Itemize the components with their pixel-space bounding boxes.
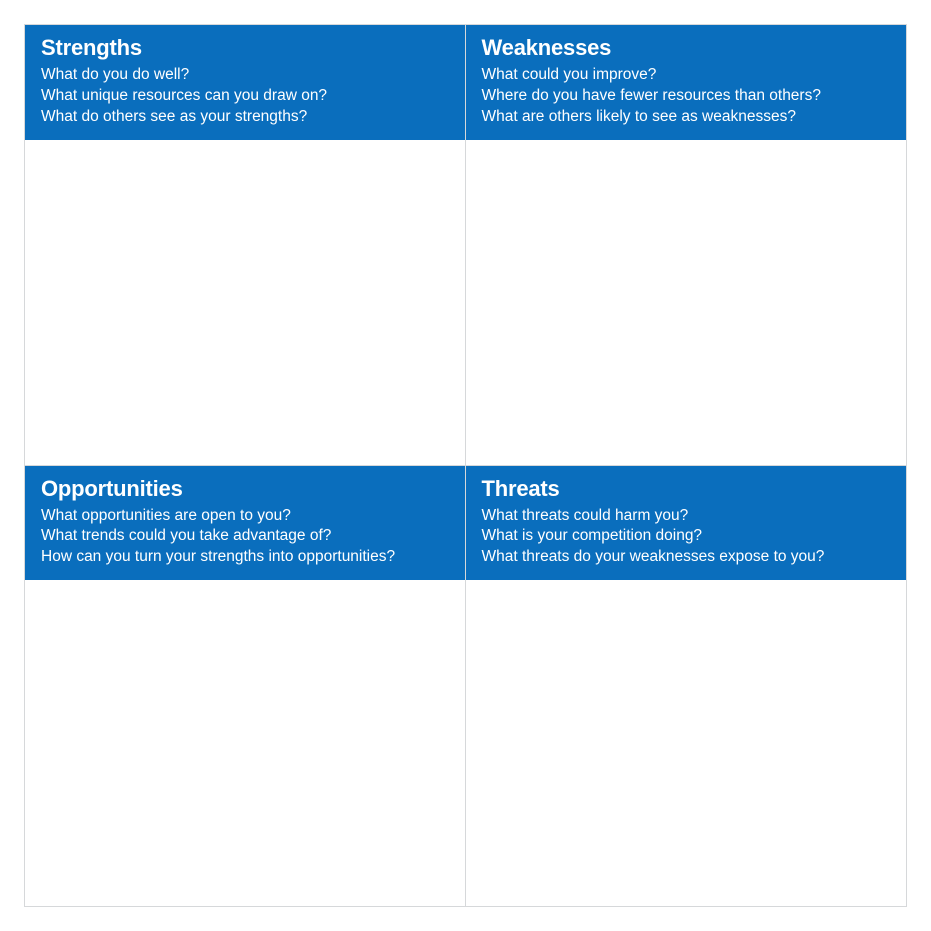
quadrant-weaknesses: Weaknesses What could you improve? Where… bbox=[466, 25, 907, 466]
quadrant-strengths: Strengths What do you do well? What uniq… bbox=[25, 25, 466, 466]
prompt-line: How can you turn your strengths into opp… bbox=[41, 547, 449, 568]
quadrant-title-threats: Threats bbox=[482, 476, 891, 502]
quadrant-prompts-threats: What threats could harm you? What is you… bbox=[482, 506, 891, 569]
quadrant-prompts-strengths: What do you do well? What unique resourc… bbox=[41, 65, 449, 128]
quadrant-body-opportunities[interactable] bbox=[25, 580, 465, 906]
prompt-line: Where do you have fewer resources than o… bbox=[482, 86, 891, 107]
quadrant-title-weaknesses: Weaknesses bbox=[482, 35, 891, 61]
quadrant-body-threats[interactable] bbox=[466, 580, 907, 906]
quadrant-prompts-opportunities: What opportunities are open to you? What… bbox=[41, 506, 449, 569]
quadrant-body-strengths[interactable] bbox=[25, 140, 465, 465]
quadrant-threats: Threats What threats could harm you? Wha… bbox=[466, 466, 907, 907]
quadrant-header-opportunities: Opportunities What opportunities are ope… bbox=[25, 466, 465, 581]
prompt-line: What trends could you take advantage of? bbox=[41, 526, 449, 547]
prompt-line: What threats could harm you? bbox=[482, 506, 891, 527]
quadrant-prompts-weaknesses: What could you improve? Where do you hav… bbox=[482, 65, 891, 128]
quadrant-header-weaknesses: Weaknesses What could you improve? Where… bbox=[466, 25, 907, 140]
prompt-line: What opportunities are open to you? bbox=[41, 506, 449, 527]
prompt-line: What do you do well? bbox=[41, 65, 449, 86]
prompt-line: What threats do your weaknesses expose t… bbox=[482, 547, 891, 568]
prompt-line: What are others likely to see as weaknes… bbox=[482, 107, 891, 128]
quadrant-opportunities: Opportunities What opportunities are ope… bbox=[25, 466, 466, 907]
prompt-line: What do others see as your strengths? bbox=[41, 107, 449, 128]
prompt-line: What is your competition doing? bbox=[482, 526, 891, 547]
quadrant-title-strengths: Strengths bbox=[41, 35, 449, 61]
quadrant-body-weaknesses[interactable] bbox=[466, 140, 907, 465]
quadrant-header-strengths: Strengths What do you do well? What uniq… bbox=[25, 25, 465, 140]
prompt-line: What unique resources can you draw on? bbox=[41, 86, 449, 107]
quadrant-header-threats: Threats What threats could harm you? Wha… bbox=[466, 466, 907, 581]
quadrant-title-opportunities: Opportunities bbox=[41, 476, 449, 502]
swot-grid: Strengths What do you do well? What uniq… bbox=[24, 24, 907, 907]
prompt-line: What could you improve? bbox=[482, 65, 891, 86]
